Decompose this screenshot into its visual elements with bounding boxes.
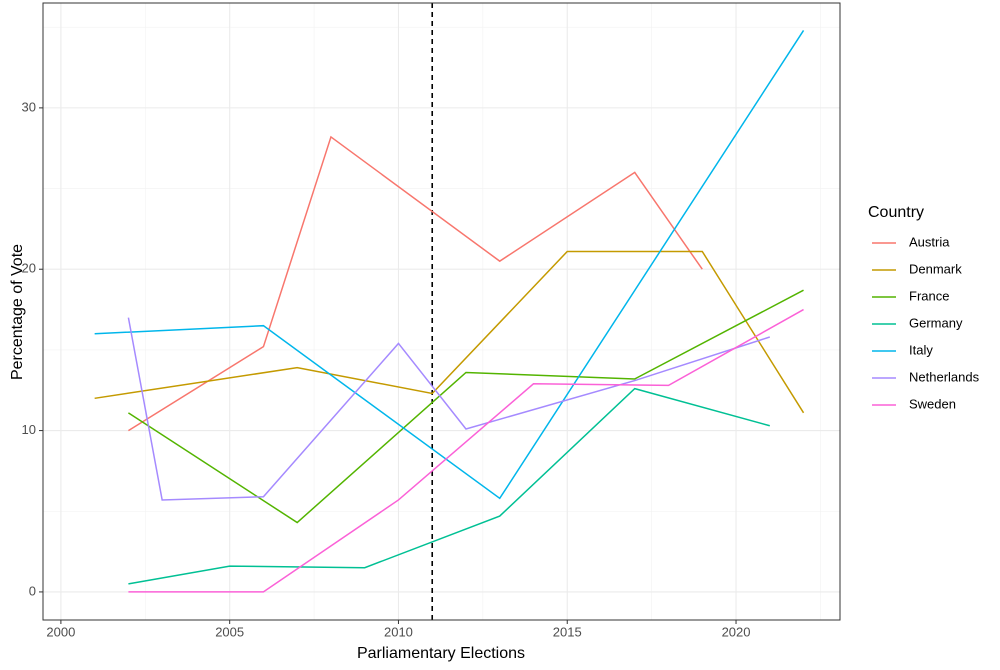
series-line <box>128 135 703 432</box>
legend-label: France <box>909 288 949 303</box>
x-tick-label: 2000 <box>46 624 75 639</box>
plot-border <box>42 2 841 621</box>
legend-label: Netherlands <box>909 369 980 384</box>
y-tick-label: 0 <box>29 583 36 598</box>
legend-label: Italy <box>909 342 933 357</box>
legend-label: Denmark <box>909 261 962 276</box>
y-tick-label: 30 <box>22 99 36 114</box>
series-line <box>127 317 771 501</box>
x-tick-label: 2020 <box>722 624 751 639</box>
series-line <box>94 30 805 500</box>
legend-label: Austria <box>909 234 950 249</box>
series-line <box>128 387 770 585</box>
series-line <box>127 289 804 524</box>
legend-label: Germany <box>909 315 963 330</box>
x-tick-label: 2015 <box>553 624 582 639</box>
y-tick-label: 10 <box>22 422 36 437</box>
x-tick-label: 2010 <box>384 624 413 639</box>
x-tick-label: 2005 <box>215 624 244 639</box>
x-axis-title: Parliamentary Elections <box>357 645 525 662</box>
y-tick-label: 20 <box>22 261 36 276</box>
legend-title: Country <box>868 204 924 221</box>
y-axis-title: Percentage of Vote <box>9 244 26 380</box>
series-line <box>128 308 804 593</box>
legend-label: Sweden <box>909 396 956 411</box>
series-line <box>94 250 805 414</box>
